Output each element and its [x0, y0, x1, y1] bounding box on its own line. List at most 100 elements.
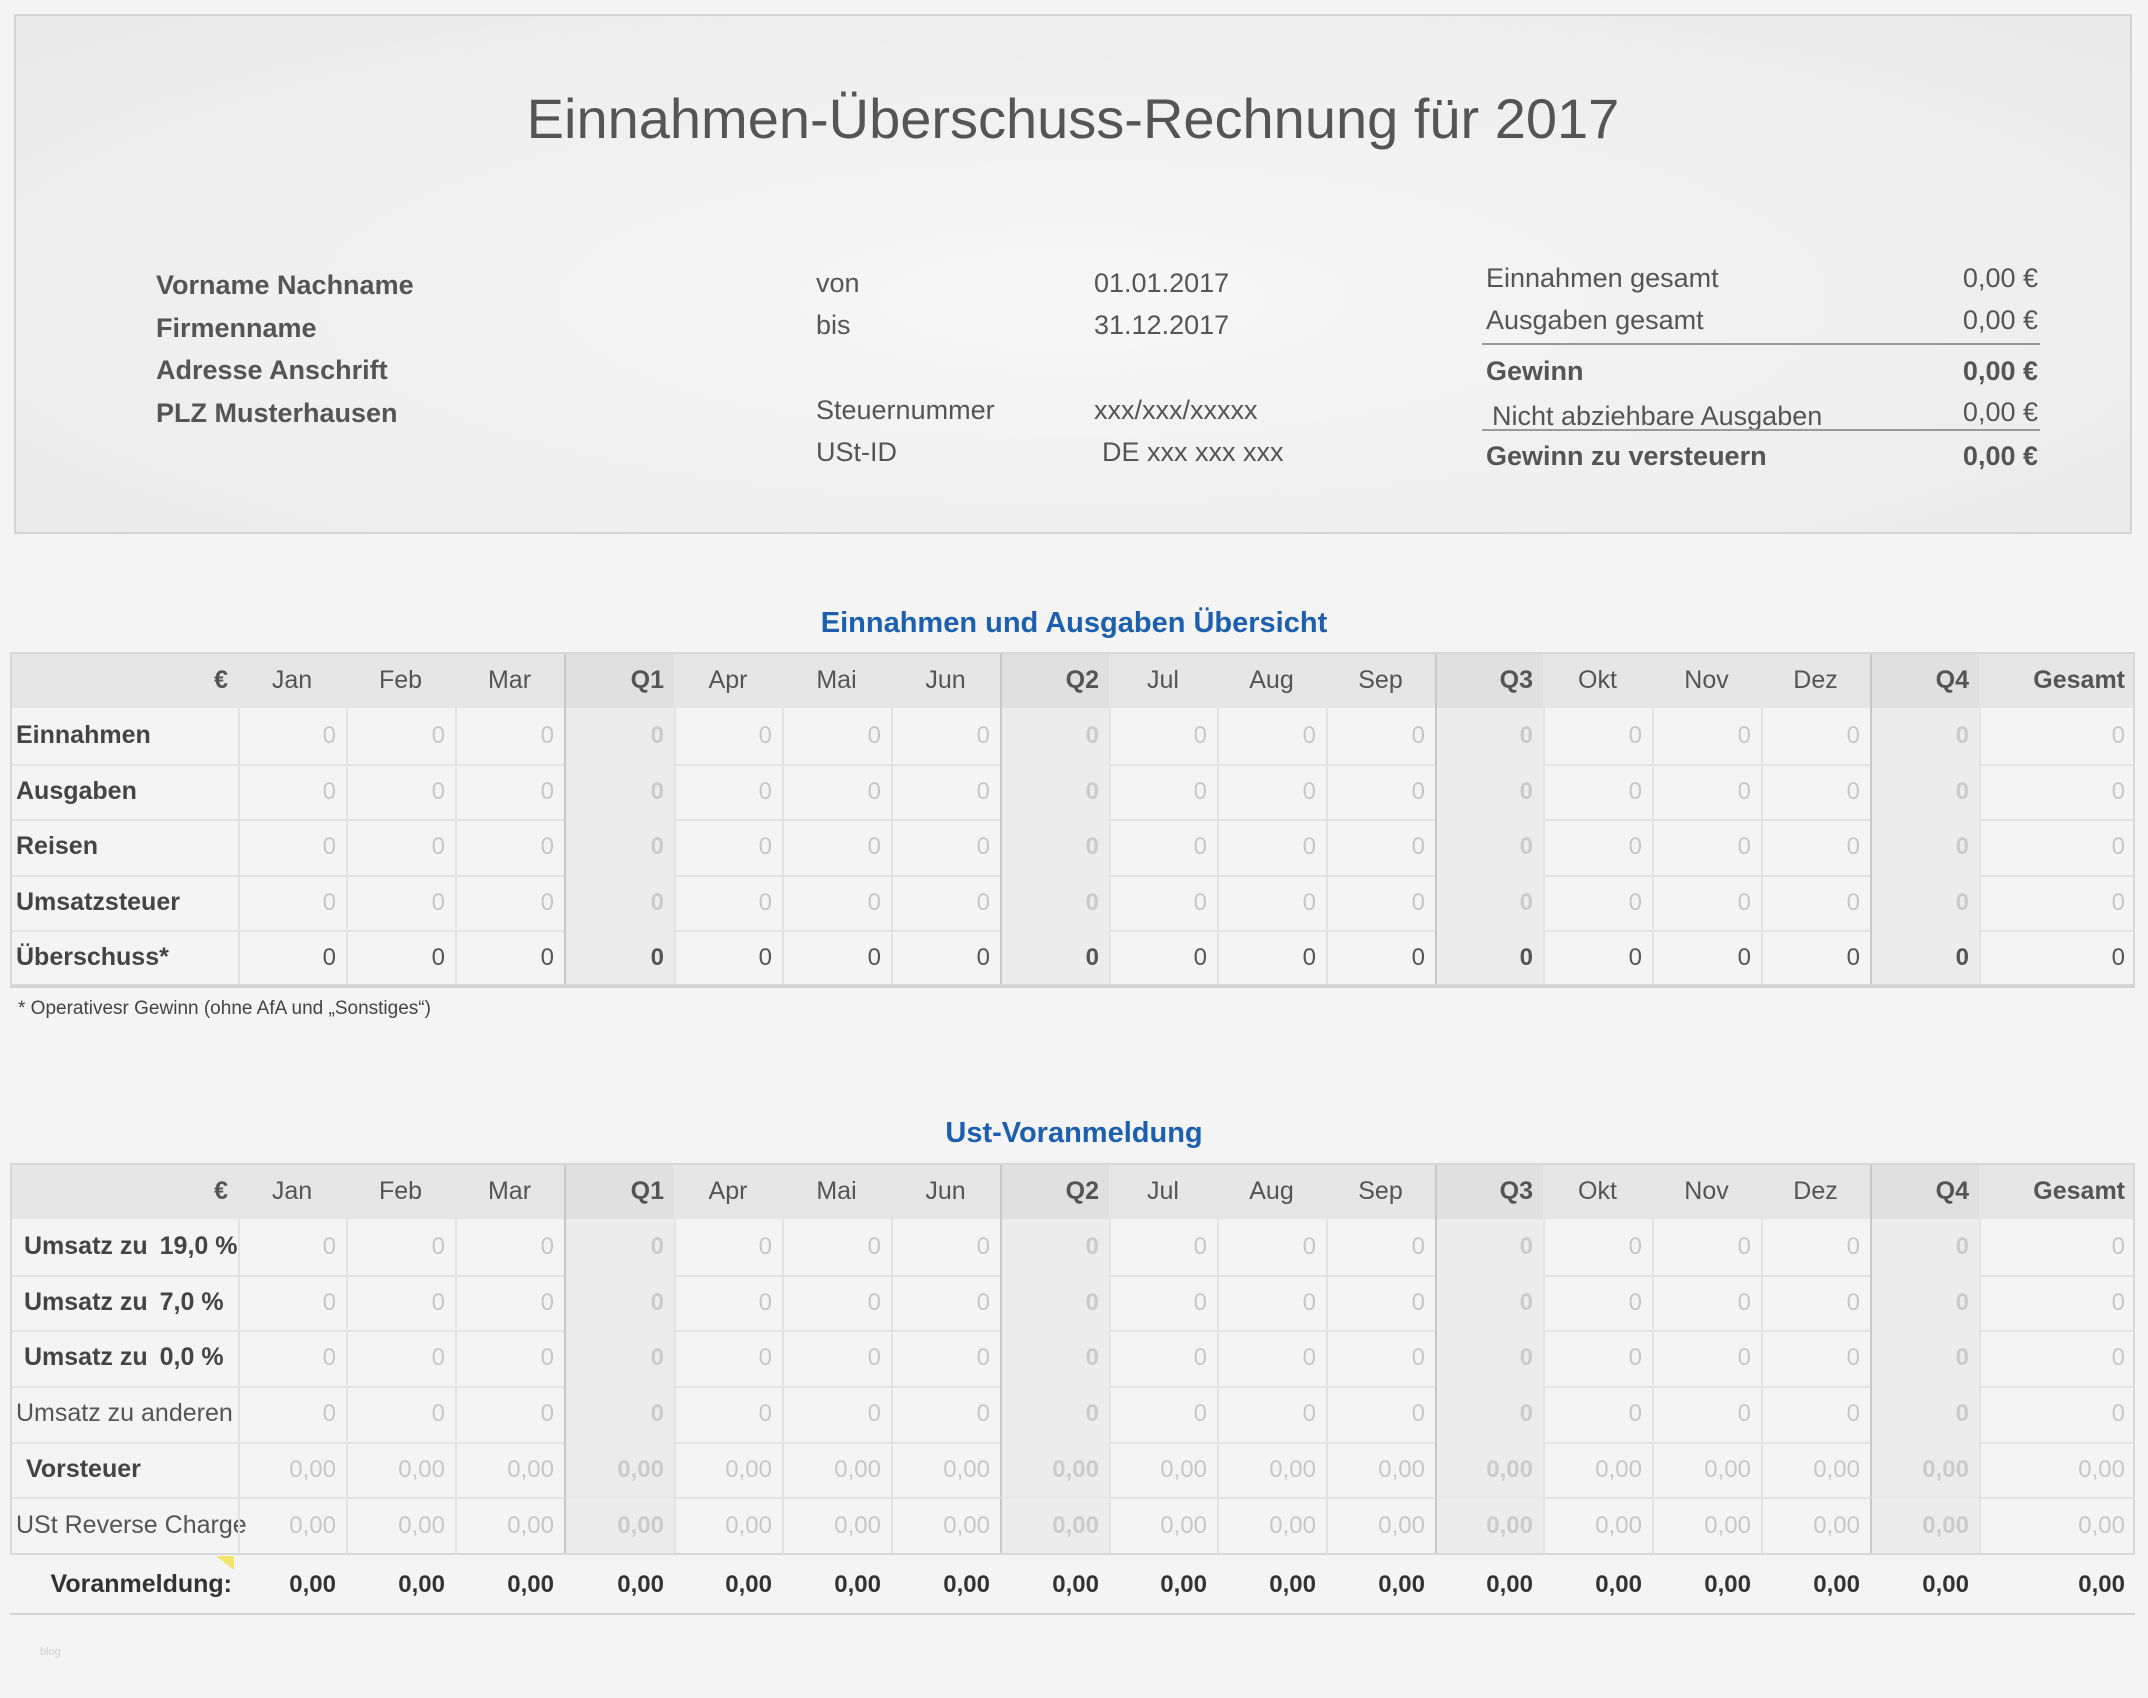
cell-apr[interactable]: 0 — [674, 1330, 782, 1387]
cell-dez[interactable]: 0 — [1761, 874, 1870, 930]
cell-gesamt[interactable]: 0 — [1979, 1386, 2135, 1442]
cell-mar[interactable]: 0 — [455, 930, 564, 986]
cell-aug[interactable]: 0 — [1217, 708, 1326, 764]
cell-apr[interactable]: 0 — [674, 1219, 782, 1275]
cell-q2[interactable]: 0,00 — [1000, 1441, 1109, 1498]
cell-dez[interactable]: 0 — [1761, 1330, 1870, 1387]
cell-sep[interactable]: 0,00 — [1326, 1497, 1435, 1554]
cell-jan[interactable]: 0 — [238, 1274, 346, 1331]
cell-q3[interactable]: 0 — [1435, 763, 1543, 819]
cell-q2[interactable]: 0 — [1000, 1330, 1109, 1387]
cell-sep[interactable]: 0 — [1326, 819, 1435, 875]
cell-jan[interactable]: 0 — [238, 1386, 346, 1442]
cell-q3[interactable]: 0 — [1435, 930, 1543, 986]
cell-mar[interactable]: 0 — [455, 819, 564, 875]
cell-jun[interactable]: 0 — [891, 763, 1000, 819]
cell-q2[interactable]: 0 — [1000, 930, 1109, 986]
cell-jul[interactable]: 0 — [1109, 930, 1217, 986]
cell-sep[interactable]: 0 — [1326, 1386, 1435, 1442]
cell-q2[interactable]: 0,00 — [1000, 1497, 1109, 1554]
cell-mar[interactable]: 0,00 — [455, 1441, 564, 1498]
cell-apr[interactable]: 0,00 — [674, 1441, 782, 1498]
cell-mai[interactable]: 0,00 — [782, 1441, 891, 1498]
cell-nov[interactable]: 0 — [1652, 930, 1761, 986]
cell-sep[interactable]: 0 — [1326, 1219, 1435, 1275]
cell-apr[interactable]: 0 — [674, 1386, 782, 1442]
cell-q3[interactable]: 0,00 — [1435, 1497, 1543, 1554]
cell-okt[interactable]: 0 — [1543, 1330, 1652, 1387]
cell-feb[interactable]: 0 — [346, 1330, 455, 1387]
cell-sep[interactable]: 0 — [1326, 1274, 1435, 1331]
cell-dez[interactable]: 0 — [1761, 819, 1870, 875]
cell-mai[interactable]: 0,00 — [782, 1497, 891, 1554]
bis-value[interactable]: 31.12.2017 — [1094, 310, 1230, 340]
cell-jan[interactable]: 0 — [238, 1219, 346, 1275]
cell-nov[interactable]: 0 — [1652, 1386, 1761, 1442]
cell-feb[interactable]: 0 — [346, 874, 455, 930]
cell-okt[interactable]: 0,00 — [1543, 1441, 1652, 1498]
cell-dez[interactable]: 0 — [1761, 763, 1870, 819]
cell-jul[interactable]: 0 — [1109, 874, 1217, 930]
cell-q1[interactable]: 0 — [564, 1330, 674, 1387]
cell-jan[interactable]: 0 — [238, 930, 346, 986]
cell-jan[interactable]: 0 — [238, 1330, 346, 1387]
cell-mai[interactable]: 0 — [782, 874, 891, 930]
cell-q3[interactable]: 0 — [1435, 1219, 1543, 1275]
cell-jun[interactable]: 0 — [891, 708, 1000, 764]
cell-q4[interactable]: 0 — [1870, 763, 1979, 819]
cell-q4[interactable]: 0 — [1870, 930, 1979, 986]
cell-okt[interactable]: 0,00 — [1543, 1497, 1652, 1554]
cell-sep[interactable]: 0,00 — [1326, 1441, 1435, 1498]
cell-q1[interactable]: 0 — [564, 708, 674, 764]
cell-jul[interactable]: 0 — [1109, 819, 1217, 875]
cell-gesamt[interactable]: 0,00 — [1979, 1441, 2135, 1498]
cell-feb[interactable]: 0 — [346, 763, 455, 819]
cell-jan[interactable]: 0 — [238, 819, 346, 875]
cell-feb[interactable]: 0 — [346, 930, 455, 986]
cell-apr[interactable]: 0 — [674, 874, 782, 930]
cell-mai[interactable]: 0 — [782, 1330, 891, 1387]
cell-okt[interactable]: 0 — [1543, 763, 1652, 819]
cell-mar[interactable]: 0,00 — [455, 1497, 564, 1554]
cell-jan[interactable]: 0 — [238, 874, 346, 930]
cell-q1[interactable]: 0,00 — [564, 1441, 674, 1498]
cell-okt[interactable]: 0 — [1543, 1219, 1652, 1275]
cell-jun[interactable]: 0,00 — [891, 1497, 1000, 1554]
cell-apr[interactable]: 0,00 — [674, 1497, 782, 1554]
cell-q2[interactable]: 0 — [1000, 819, 1109, 875]
cell-q2[interactable]: 0 — [1000, 874, 1109, 930]
cell-okt[interactable]: 0 — [1543, 930, 1652, 986]
cell-apr[interactable]: 0 — [674, 930, 782, 986]
cell-q2[interactable]: 0 — [1000, 708, 1109, 764]
cell-q3[interactable]: 0 — [1435, 1330, 1543, 1387]
cell-sep[interactable]: 0 — [1326, 708, 1435, 764]
cell-jun[interactable]: 0 — [891, 1274, 1000, 1331]
cell-mar[interactable]: 0 — [455, 763, 564, 819]
cell-q1[interactable]: 0 — [564, 819, 674, 875]
cell-q3[interactable]: 0 — [1435, 874, 1543, 930]
cell-nov[interactable]: 0,00 — [1652, 1497, 1761, 1554]
cell-okt[interactable]: 0 — [1543, 708, 1652, 764]
cell-gesamt[interactable]: 0,00 — [1979, 1497, 2135, 1554]
cell-nov[interactable]: 0 — [1652, 819, 1761, 875]
cell-mai[interactable]: 0 — [782, 1386, 891, 1442]
cell-mar[interactable]: 0 — [455, 708, 564, 764]
cell-feb[interactable]: 0 — [346, 708, 455, 764]
cell-okt[interactable]: 0 — [1543, 1274, 1652, 1331]
cell-gesamt[interactable]: 0 — [1979, 874, 2135, 930]
cell-jul[interactable]: 0,00 — [1109, 1441, 1217, 1498]
cell-q1[interactable]: 0,00 — [564, 1497, 674, 1554]
cell-dez[interactable]: 0 — [1761, 1386, 1870, 1442]
cell-nov[interactable]: 0 — [1652, 1274, 1761, 1331]
cell-q4[interactable]: 0 — [1870, 708, 1979, 764]
cell-gesamt[interactable]: 0 — [1979, 930, 2135, 986]
cell-gesamt[interactable]: 0 — [1979, 819, 2135, 875]
cell-jul[interactable]: 0 — [1109, 1330, 1217, 1387]
cell-q3[interactable]: 0 — [1435, 708, 1543, 764]
cell-aug[interactable]: 0 — [1217, 1330, 1326, 1387]
cell-apr[interactable]: 0 — [674, 708, 782, 764]
cell-q4[interactable]: 0 — [1870, 1274, 1979, 1331]
cell-sep[interactable]: 0 — [1326, 1330, 1435, 1387]
cell-aug[interactable]: 0 — [1217, 1219, 1326, 1275]
cell-gesamt[interactable]: 0 — [1979, 763, 2135, 819]
